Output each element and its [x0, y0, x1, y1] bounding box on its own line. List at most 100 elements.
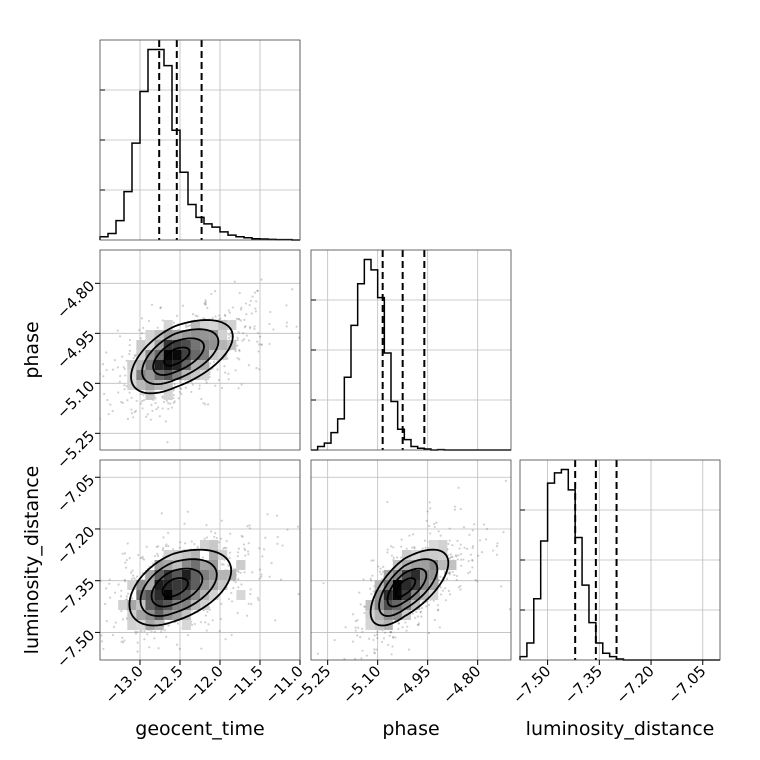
scatter-point	[285, 325, 288, 328]
scatter-point	[237, 586, 240, 589]
scatter-point	[220, 519, 223, 522]
scatter-point	[400, 545, 403, 548]
scatter-point	[460, 552, 463, 556]
scatter-point	[146, 633, 149, 636]
scatter-point	[344, 626, 347, 629]
xaxis-label-luminosity_distance: luminosity_distance	[526, 718, 715, 740]
scatter-point	[352, 613, 355, 616]
hist2d-cell	[118, 600, 128, 610]
scatter-point	[123, 384, 126, 387]
scatter-point	[245, 313, 248, 316]
scatter-point	[116, 329, 119, 332]
hist2d-cell	[420, 560, 430, 570]
hist2d-cell	[218, 570, 228, 580]
scatter-point	[206, 610, 209, 613]
scatter-point	[139, 337, 142, 340]
scatter-point	[304, 586, 306, 588]
scatter-point	[373, 648, 376, 651]
hist2d-cell	[190, 330, 200, 340]
xtick-label-phase-3: −4.80	[439, 662, 484, 707]
scatter-point	[368, 587, 372, 591]
scatter-point	[240, 534, 243, 538]
scatter-point	[137, 553, 140, 557]
scatter-point	[370, 559, 373, 562]
scatter-point	[448, 573, 452, 576]
scatter-point	[151, 409, 154, 412]
scatter-point	[473, 523, 476, 526]
scatter-point	[173, 400, 176, 403]
scatter-point	[134, 354, 137, 357]
scatter-point	[167, 402, 170, 405]
scatter-point	[179, 387, 182, 390]
scatter-point	[251, 571, 254, 574]
scatter-point	[380, 578, 383, 581]
scatter-point	[236, 336, 239, 339]
scatter-point	[381, 570, 385, 573]
scatter-point	[373, 634, 376, 637]
scatter-point	[400, 538, 403, 541]
hist2d-cell	[136, 360, 146, 370]
scatter-point	[158, 415, 161, 418]
scatter-point	[63, 379, 65, 381]
scatter-point	[179, 387, 183, 390]
scatter-point	[257, 350, 260, 353]
scatter-point	[414, 616, 417, 619]
hist2d-cell	[163, 580, 173, 590]
scatter-point	[508, 608, 511, 611]
scatter-point	[178, 647, 181, 650]
scatter-point	[411, 533, 415, 536]
scatter-point	[459, 558, 463, 561]
scatter-point	[239, 308, 243, 311]
scatter-point	[206, 306, 209, 310]
scatter-point	[209, 362, 212, 365]
scatter-point	[255, 300, 258, 303]
scatter-point	[448, 527, 451, 530]
scatter-point	[471, 546, 474, 550]
scatter-point	[256, 340, 259, 343]
hist2d-cell	[181, 600, 191, 610]
hist2d-cell	[209, 320, 219, 330]
scatter-point	[301, 565, 303, 567]
hist2d-cell	[190, 360, 200, 370]
scatter-point	[135, 575, 139, 578]
scatter-point	[236, 338, 239, 342]
scatter-point	[204, 614, 207, 617]
hist2d-cell	[136, 580, 146, 590]
scatter-point	[150, 303, 154, 306]
scatter-point	[42, 460, 44, 462]
scatter-point	[124, 561, 127, 564]
scatter-point	[227, 372, 230, 375]
scatter-point	[224, 314, 227, 318]
scatter-point	[118, 380, 121, 383]
scatter-point	[124, 374, 127, 377]
scatter-point	[435, 521, 438, 524]
scatter-point	[379, 567, 382, 570]
hist2d-cell	[190, 320, 200, 330]
hist2d-cell	[163, 330, 173, 340]
scatter-point	[248, 325, 252, 329]
hist2d-cell	[200, 560, 210, 570]
scatter-point	[260, 343, 263, 346]
scatter-point	[111, 633, 115, 637]
contour-phase-vs-luminosity_distance-1	[386, 567, 428, 608]
scatter-point	[242, 332, 245, 335]
scatter-point	[257, 343, 261, 346]
scatter-point	[370, 593, 373, 596]
hist2d-cell	[218, 580, 228, 590]
hist2d-cell	[365, 620, 375, 630]
scatter-point	[176, 643, 179, 646]
scatter-point	[105, 351, 108, 354]
scatter-point	[175, 314, 179, 317]
scatter-point	[128, 338, 132, 342]
scatter-point	[411, 546, 414, 549]
hist2d-cell	[172, 560, 182, 570]
scatter-point	[411, 612, 414, 615]
hist2d-cell	[200, 540, 210, 550]
scatter-point	[237, 577, 240, 581]
hist2d-cell	[163, 600, 173, 610]
scatter-point	[176, 622, 180, 625]
scatter-point	[424, 546, 427, 549]
hist2d-cell	[401, 580, 411, 590]
hist2d-cell	[200, 570, 210, 580]
scatter-point	[500, 585, 503, 588]
